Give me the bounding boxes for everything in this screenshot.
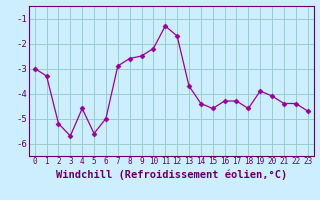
X-axis label: Windchill (Refroidissement éolien,°C): Windchill (Refroidissement éolien,°C) [56,169,287,180]
